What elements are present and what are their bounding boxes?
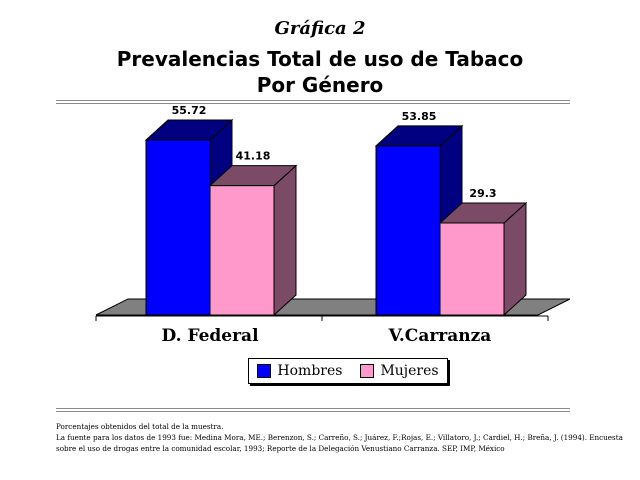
chart-legend: Hombres Mujeres — [248, 358, 448, 384]
legend-item-mujeres: Mujeres — [360, 363, 439, 379]
legend-item-hombres: Hombres — [257, 363, 342, 379]
bottom-divider-2 — [56, 411, 570, 412]
bar-front — [375, 145, 441, 316]
top-divider-2 — [56, 103, 570, 104]
chart-caption: Gráfica 2 — [274, 18, 366, 39]
footnote-line-1: Porcentajes obtenidos del total de la mu… — [56, 422, 224, 431]
x-tick-label: V.Carranza — [388, 326, 492, 346]
bar-front — [209, 185, 275, 316]
chart-title: Prevalencias Total de uso de Tabaco Por … — [0, 46, 640, 98]
bar-front — [439, 222, 505, 316]
data-label: 29.3 — [469, 187, 496, 200]
bar-front — [145, 139, 211, 316]
chart-title-line1: Prevalencias Total de uso de Tabaco — [116, 47, 524, 71]
data-label: 41.18 — [236, 150, 271, 163]
bar-side — [273, 164, 297, 317]
legend-swatch-mujeres — [360, 364, 375, 378]
top-divider — [56, 100, 570, 101]
bar-0-1 — [208, 164, 298, 317]
footnotes: Porcentajes obtenidos del total de la mu… — [56, 421, 626, 454]
x-tick-label: D. Federal — [161, 326, 259, 346]
data-label: 55.72 — [172, 104, 207, 117]
chart-title-line2: Por Género — [256, 73, 384, 97]
legend-swatch-hombres — [257, 364, 272, 378]
bar-1-1 — [438, 201, 528, 317]
data-label: 53.85 — [402, 110, 437, 123]
legend-label-hombres: Hombres — [277, 363, 343, 379]
footnote-line-2: La fuente para los datos de 1993 fue: Me… — [56, 433, 623, 442]
footnote-line-3: sobre el uso de drogas entre la comunida… — [56, 444, 505, 453]
bottom-divider — [56, 408, 570, 409]
legend-label-mujeres: Mujeres — [380, 363, 439, 379]
